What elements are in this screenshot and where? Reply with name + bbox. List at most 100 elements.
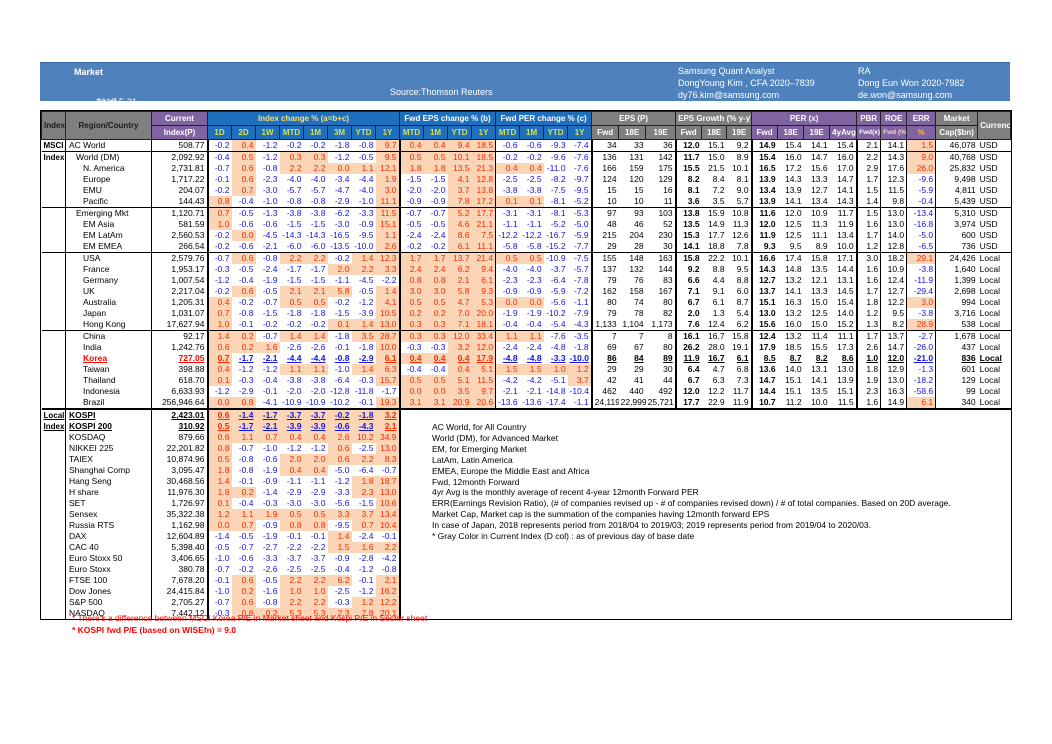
- per-value: 11.4: [803, 330, 830, 342]
- index-change-value: -2.9: [286, 487, 302, 497]
- currency-value: Local: [979, 319, 1000, 329]
- currency-value: Local: [979, 386, 1000, 396]
- index-change-value: 1.4: [279, 330, 304, 342]
- eps-value: 52: [645, 219, 677, 230]
- fwd-per-change-value: -10.0: [567, 353, 593, 364]
- header-period: MTD: [279, 125, 304, 140]
- eps-growth-value: 8.8: [712, 264, 725, 274]
- index-change-value: 2.3: [327, 608, 352, 619]
- current-index-value: 1,242.76: [151, 342, 209, 353]
- fwd-eps-change-value: 3.1: [399, 397, 424, 410]
- index-change-value: 0.5: [303, 509, 328, 520]
- current-index-value: 1,726.97: [151, 498, 209, 509]
- index-change-value: -0.7: [214, 163, 230, 173]
- index-change-value: 0.4: [303, 465, 328, 476]
- fwd-per-change-value: -3.7: [550, 264, 566, 274]
- fwd-per-change-value: -9.6: [543, 151, 568, 163]
- index-change-value: -3.9: [279, 421, 304, 432]
- eps-value: 76: [634, 275, 644, 285]
- index-change-value: -4.5: [358, 275, 374, 285]
- fwd-per-change-value: -0.9: [526, 286, 542, 296]
- currency-value: USD: [979, 219, 998, 229]
- row-block-label: Index: [41, 151, 66, 163]
- eps-growth-value: 26.2: [683, 342, 700, 352]
- fwd-eps-change-value: 0.5: [399, 375, 424, 386]
- region-name: EM EMEA: [65, 241, 152, 253]
- row-block-label: [41, 319, 66, 331]
- eps-growth-value: 8.4: [712, 174, 725, 184]
- fwd-per-change-value: 1.1: [519, 330, 544, 342]
- fwd-per-change-value: -12.2: [522, 230, 542, 240]
- fwd-eps-change-value: 17.9: [471, 353, 497, 364]
- eps-growth-value: 6.1: [726, 353, 753, 364]
- as-of-label: As of: [96, 97, 117, 107]
- per-value: 11.1: [829, 330, 858, 342]
- index-change-value: 0.4: [279, 465, 304, 476]
- fwd-per-change-value: -13.6: [495, 397, 520, 410]
- index-change-value: 12.3: [375, 252, 401, 264]
- err-value: -16.8: [906, 219, 937, 230]
- per-value: 9.3: [763, 241, 776, 251]
- header-period: 1Y: [567, 125, 593, 140]
- index-change-value: 0.6: [231, 597, 256, 608]
- index-change-value: -1.2: [358, 297, 374, 307]
- err-value: -58.6: [906, 386, 937, 397]
- index-change-value: 12.2: [375, 597, 401, 608]
- eps-value: 1,173: [645, 319, 677, 331]
- eps-growth-value: 12.0: [683, 140, 700, 150]
- eps-value: 158: [629, 286, 644, 296]
- eps-value: 25,721: [645, 397, 677, 410]
- region-name: World (DM): [65, 151, 152, 163]
- fwd-eps-change-value: 7.5: [471, 230, 497, 241]
- eps-value: 29: [607, 241, 617, 251]
- currency-value: USD: [977, 151, 1011, 163]
- currency-value: Local: [979, 308, 1000, 318]
- index-change-value: -3.0: [310, 498, 326, 508]
- header-region-country: Region/Country: [65, 111, 152, 140]
- eps-growth-value: 4.7: [712, 364, 725, 374]
- per-value: 12.7: [811, 185, 828, 195]
- eps-growth-value: 8.1: [687, 185, 700, 195]
- fwd-per-change-value: -1.1: [502, 219, 518, 229]
- fwd-eps-change-value: 2.1: [447, 275, 472, 286]
- index-change-value: -2.6: [262, 564, 278, 574]
- index-change-value: 0.6: [231, 575, 256, 586]
- eps-value: 80: [645, 342, 677, 353]
- index-change-value: -2.4: [358, 531, 374, 541]
- row-block-label: [41, 531, 66, 542]
- index-change-value: -0.8: [255, 252, 280, 264]
- index-change-value: 0.6: [231, 163, 256, 174]
- index-change-value: -0.4: [238, 196, 254, 206]
- index-change-value: 5.8: [327, 286, 352, 297]
- per-value: 11.5: [829, 397, 858, 410]
- index-change-value: -3.8: [286, 375, 302, 385]
- table-row: Index World (DM) 2,092.92 -0.4 0.5 -1.2 0.3 0.3…: [41, 151, 1011, 163]
- fwd-eps-change-value: 5.1: [471, 364, 497, 375]
- pbr-value: 1.7: [856, 330, 882, 342]
- index-change-value: -9.5: [358, 230, 374, 240]
- market-cap-value: 1,678: [935, 330, 978, 342]
- index-change-value: -1.4: [214, 531, 230, 541]
- fwd-per-change-value: -10.2: [546, 308, 566, 318]
- per-value: 14.9: [759, 140, 776, 150]
- eps-growth-value: 8.1: [726, 174, 753, 185]
- fwd-per-change-value: -1.8: [567, 342, 593, 353]
- index-change-value: -0.5: [238, 531, 254, 541]
- eps-growth-value: 6.1: [712, 297, 725, 307]
- index-change-value: -1.1: [286, 476, 302, 486]
- fwd-eps-change-value: 17.2: [471, 196, 497, 208]
- region-name: UK: [65, 286, 152, 297]
- index-change-value: 4.1: [375, 297, 401, 308]
- index-change-value: -2.4: [262, 264, 278, 274]
- fwd-eps-change-value: 18.1: [471, 319, 497, 331]
- index-change-value: 0.8: [207, 196, 232, 208]
- eps-value: 28: [634, 241, 644, 251]
- index-change-value: -1.0: [262, 196, 278, 206]
- current-index-value: 17,627.94: [151, 319, 209, 331]
- eps-growth-value: 10.1: [726, 252, 753, 264]
- index-change-value: 0.7: [207, 207, 232, 219]
- index-change-value: 6.2: [327, 575, 352, 586]
- fwd-per-change-value: -5.8: [526, 241, 542, 251]
- table-row: NIKKEI 225 22,201.82 0.8 -0.7 -1.0 -1.2 -1.2 0.…: [41, 443, 1011, 454]
- err-value: -18.2: [906, 375, 937, 386]
